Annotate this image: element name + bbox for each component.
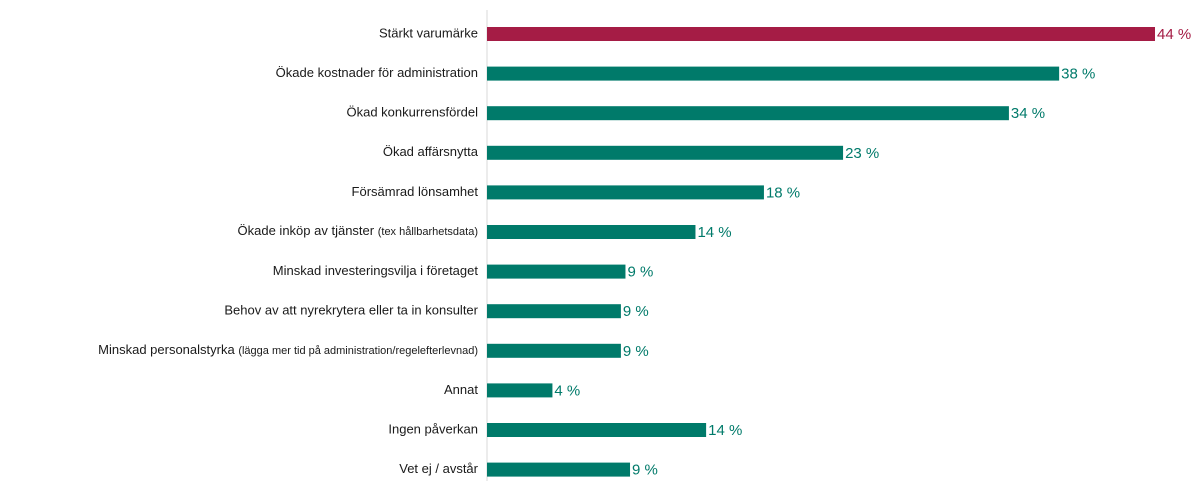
value-label: 34 % xyxy=(1011,105,1045,122)
category-label: Ökade kostnader för administration xyxy=(276,65,478,80)
bar xyxy=(487,106,1009,121)
bar xyxy=(487,264,626,279)
bar xyxy=(487,225,696,239)
value-label: 9 % xyxy=(623,303,649,320)
category-label: Försämrad lönsamhet xyxy=(352,184,479,199)
category-label: Minskad personalstyrka (lägga mer tid på… xyxy=(98,342,478,357)
bar xyxy=(487,66,1060,81)
bar xyxy=(487,304,621,319)
bar xyxy=(487,423,707,437)
category-label: Ökade inköp av tjänster (tex hållbarhets… xyxy=(238,223,478,238)
category-label: Annat xyxy=(444,382,478,397)
category-label: Behov av att nyrekrytera eller ta in kon… xyxy=(224,303,478,318)
value-label: 9 % xyxy=(627,264,653,281)
value-label: 9 % xyxy=(623,343,649,360)
value-label: 9 % xyxy=(632,462,658,479)
category-label: Vet ej / avstår xyxy=(399,461,478,476)
value-label: 23 % xyxy=(845,145,879,162)
value-label: 4 % xyxy=(554,382,580,399)
category-label: Ingen påverkan xyxy=(388,421,478,436)
category-label: Ökad konkurrensfördel xyxy=(346,105,478,120)
bar xyxy=(487,343,621,358)
value-label: 14 % xyxy=(708,422,742,439)
value-label: 14 % xyxy=(697,224,731,241)
category-label: Minskad investeringsvilja i företaget xyxy=(273,263,479,278)
bar xyxy=(487,27,1155,41)
bar xyxy=(487,185,764,200)
category-label: Ökad affärsnytta xyxy=(383,144,479,159)
value-label: 44 % xyxy=(1157,26,1191,43)
bar xyxy=(487,462,631,477)
bar xyxy=(487,383,553,398)
category-label: Stärkt varumärke xyxy=(379,25,478,40)
bar xyxy=(487,145,844,160)
value-label: 18 % xyxy=(766,184,800,201)
value-label: 38 % xyxy=(1061,66,1095,83)
